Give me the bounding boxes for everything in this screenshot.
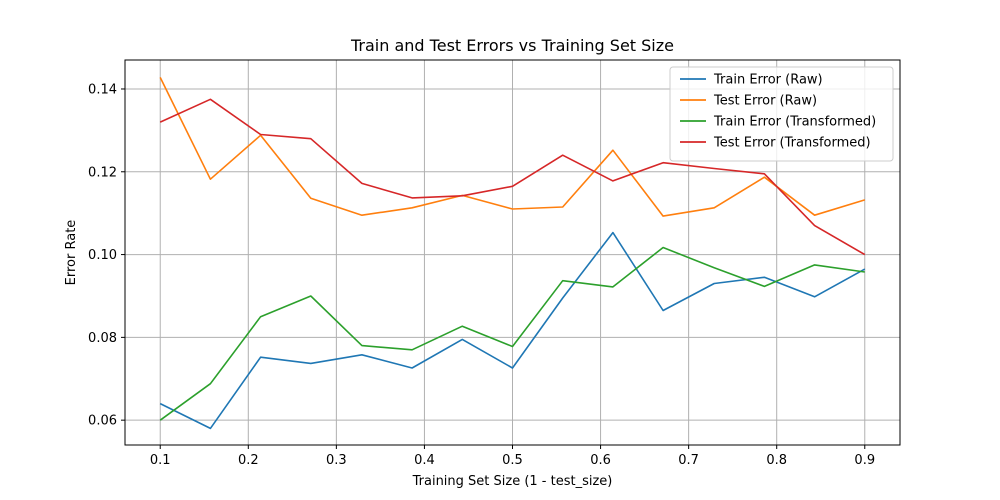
y-axis-ticks: 0.06 0.08 0.10 0.12 0.14: [88, 82, 125, 429]
legend-label: Train Error (Raw): [713, 73, 823, 88]
y-tick-label: 0.14: [88, 82, 117, 97]
x-tick-label: 0.8: [766, 453, 787, 468]
x-tick-label: 0.3: [326, 453, 347, 468]
x-tick-label: 0.7: [678, 453, 699, 468]
series-line-2: [159, 77, 866, 217]
x-tick-label: 0.2: [238, 453, 259, 468]
legend-items: Train Error (Raw) Test Error (Raw) Train E…: [680, 73, 876, 151]
legend-box: [669, 66, 894, 162]
chart-title: Train and Test Errors vs Training Set Si…: [350, 36, 674, 55]
series-line-4: [159, 98, 866, 256]
series-lines: [159, 77, 866, 430]
x-tick-label: 0.9: [854, 453, 875, 468]
x-tick-label: 0.6: [590, 453, 611, 468]
x-tick-label: 0.5: [502, 453, 523, 468]
y-tick-label: 0.06: [88, 414, 117, 429]
x-axis-title: Training Set Size (1 - test_size): [412, 474, 613, 489]
legend-label: Test Error (Transformed): [713, 136, 871, 151]
y-tick-label: 0.12: [88, 165, 117, 180]
legend: Train Error (Raw) Test Error (Raw) Train E…: [669, 66, 894, 162]
y-tick-label: 0.08: [88, 331, 117, 346]
x-tick-label: 0.1: [150, 453, 171, 468]
y-axis-title: Error Rate: [64, 220, 79, 286]
series-line-3: [159, 246, 865, 421]
legend-label: Test Error (Raw): [713, 94, 817, 109]
y-tick-label: 0.10: [88, 248, 117, 263]
legend-label: Train Error (Transformed): [713, 115, 876, 130]
x-tick-label: 0.4: [414, 453, 435, 468]
x-axis-ticks: 0.1 0.2 0.3 0.4 0.5 0.6 0.7 0.8 0.9: [150, 445, 875, 468]
